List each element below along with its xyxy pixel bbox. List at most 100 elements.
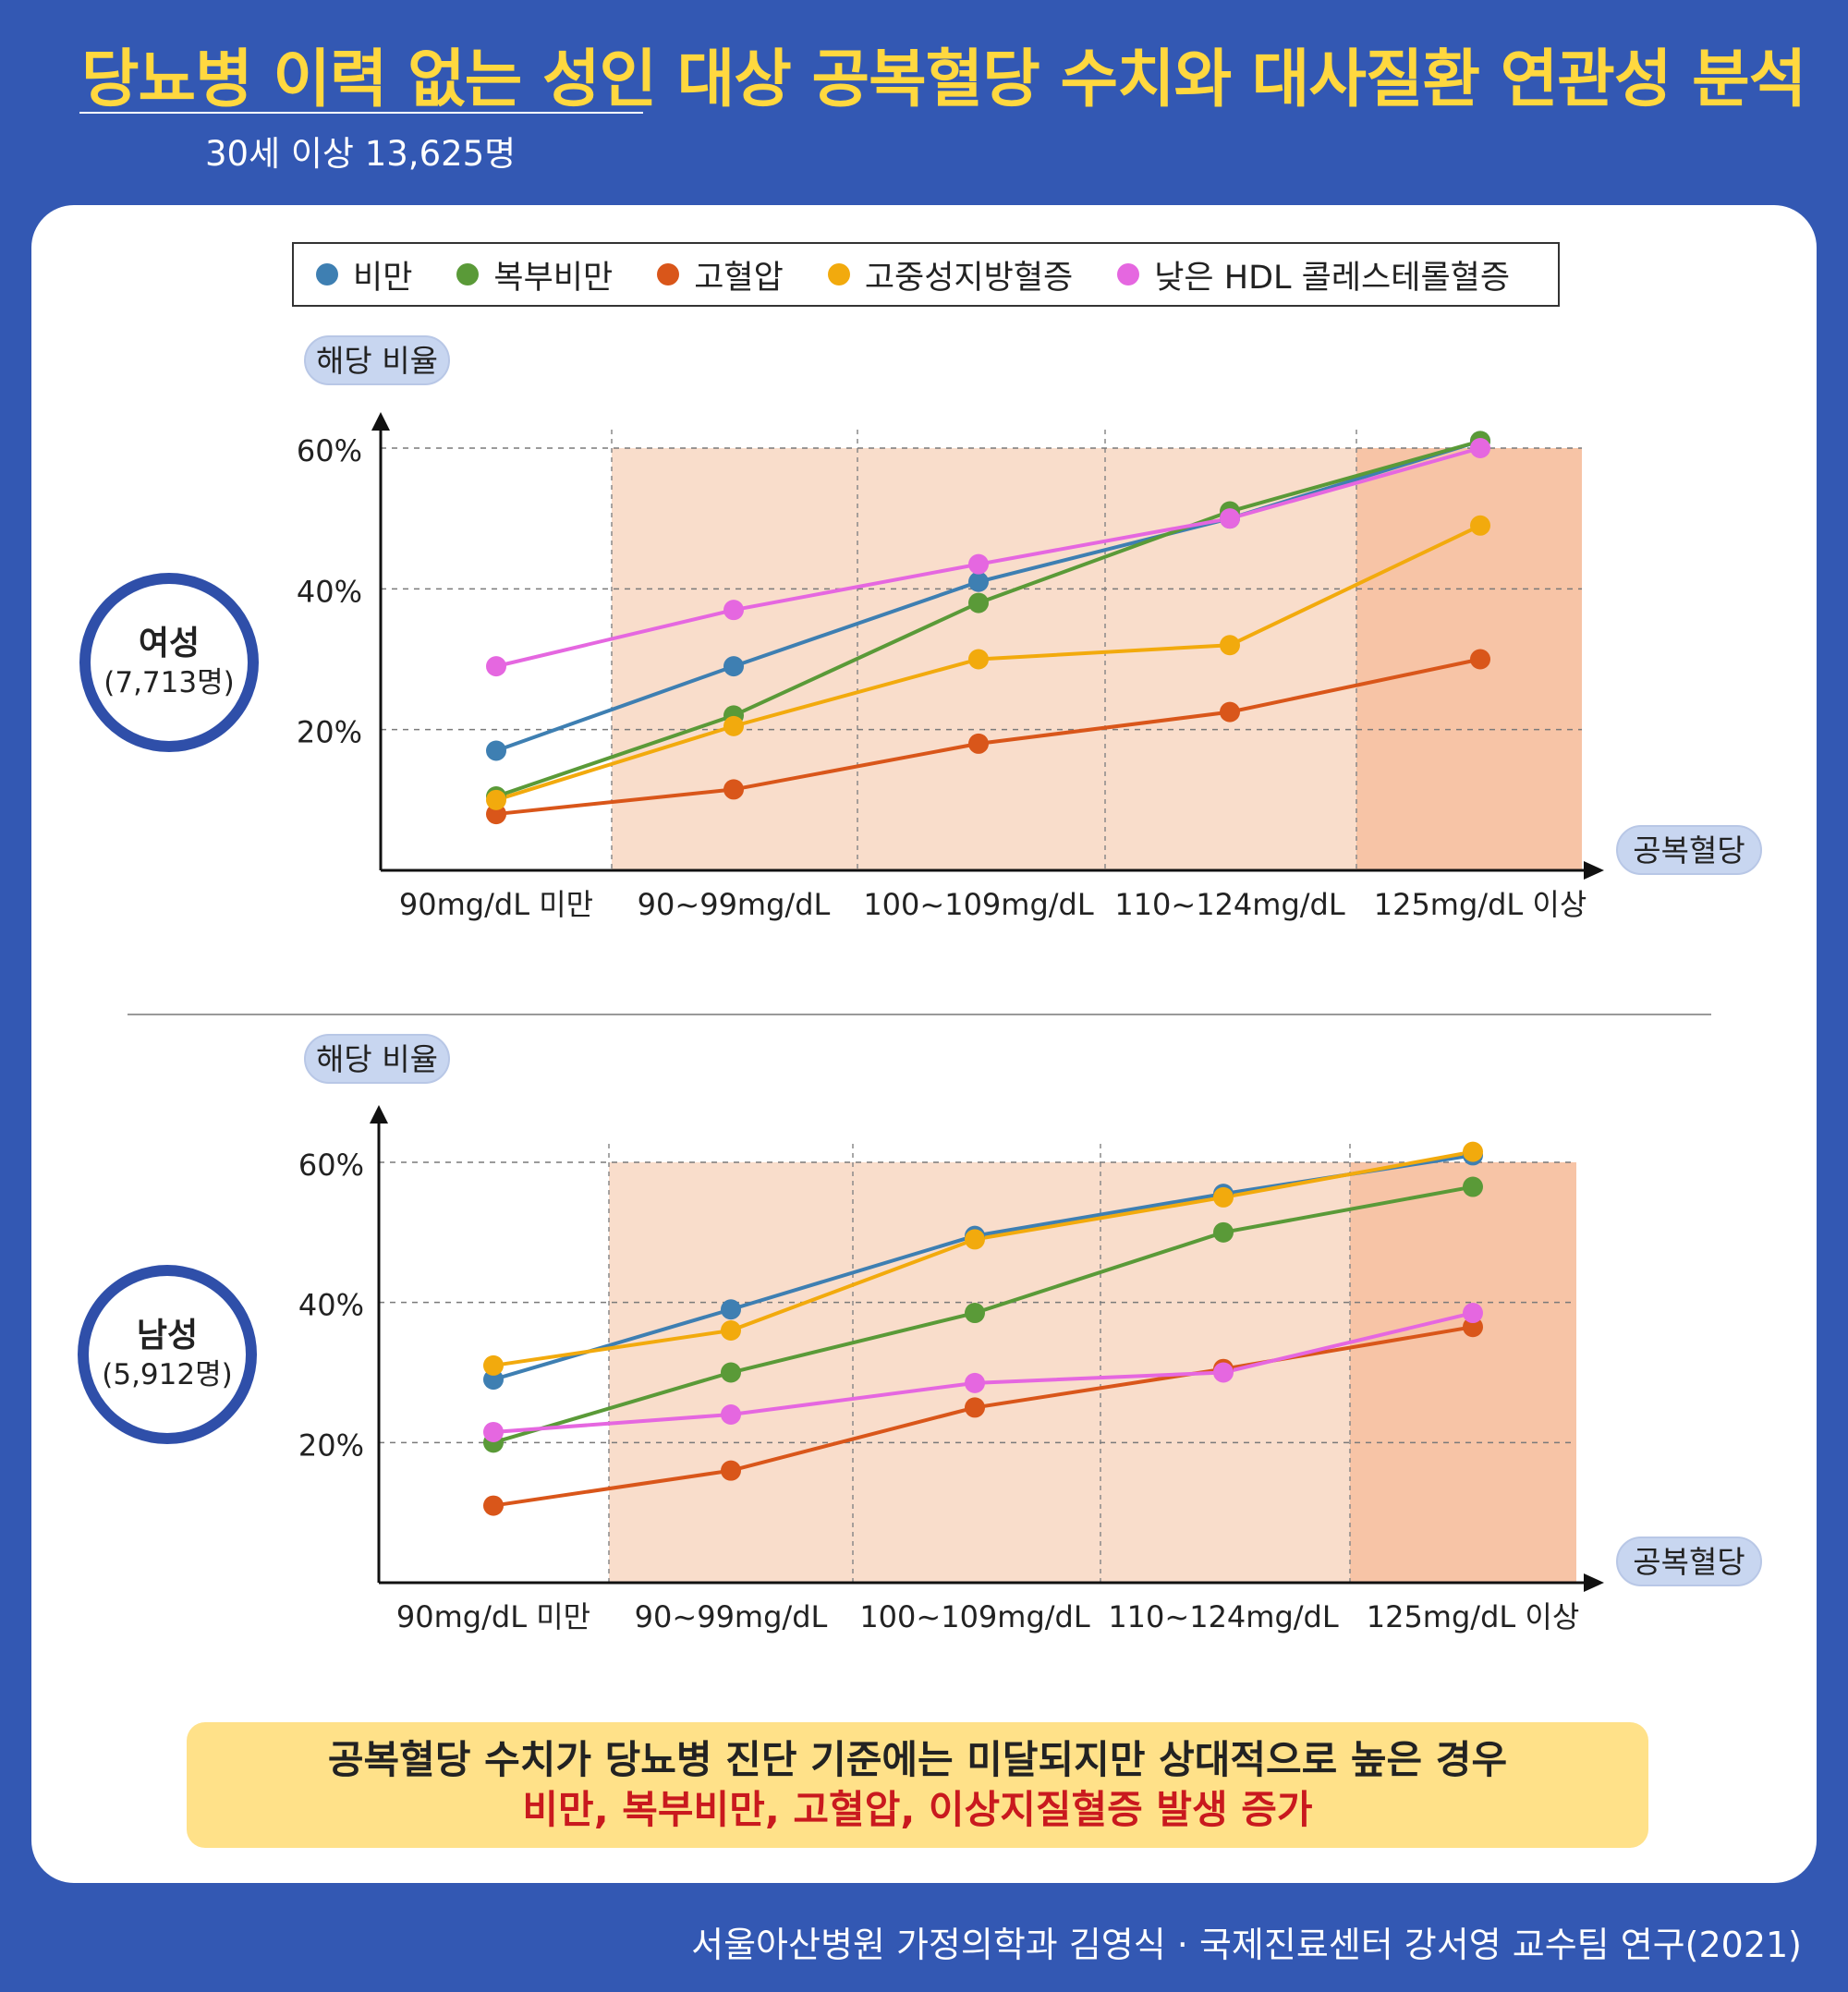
data-point bbox=[483, 1369, 504, 1391]
x-tick-label: 100~109mg/dL bbox=[863, 887, 1094, 922]
shaded-range-prediabetic bbox=[609, 1162, 1350, 1583]
data-point bbox=[483, 1495, 504, 1516]
data-point bbox=[1470, 649, 1490, 670]
data-point bbox=[723, 779, 744, 800]
data-point bbox=[1463, 1303, 1483, 1324]
data-point bbox=[721, 1460, 741, 1481]
legend-label: 비만 bbox=[353, 259, 413, 297]
group-badge-male: 남성 (5,912명) bbox=[78, 1265, 257, 1444]
shaded-range-diabetic bbox=[1356, 448, 1582, 870]
x-tick-label: 110~124mg/dL bbox=[1108, 1599, 1339, 1634]
data-point bbox=[1220, 701, 1240, 723]
data-point bbox=[721, 1320, 741, 1341]
x-tick-label: 125mg/dL 이상 bbox=[1374, 887, 1587, 922]
legend-label: 낮은 HDL 콜레스테롤혈증 bbox=[1154, 259, 1511, 297]
data-point bbox=[1213, 1186, 1234, 1208]
y-tick-label: 60% bbox=[298, 1148, 364, 1183]
data-point bbox=[723, 715, 744, 736]
y-tick-label: 40% bbox=[298, 1288, 364, 1323]
legend-dot-icon bbox=[1117, 263, 1140, 285]
legend-item-hypertriglyceridemia: 고중성지방혈증 bbox=[827, 251, 1074, 298]
x-axis-title: 공복혈당 bbox=[1633, 1544, 1745, 1580]
legend-item-obesity: 비만 bbox=[316, 251, 412, 298]
data-point bbox=[483, 1421, 504, 1442]
data-point bbox=[486, 740, 506, 761]
y-axis-arrow-icon bbox=[371, 412, 390, 431]
group-name: 여성 bbox=[138, 625, 201, 662]
conclusion-box: 공복혈당 수치가 당뇨병 진단 기준에는 미달되지만 상대적으로 높은 경우 비… bbox=[187, 1722, 1648, 1848]
group-badge-female: 여성 (7,713명) bbox=[79, 573, 259, 752]
legend-dot-icon bbox=[827, 263, 850, 285]
data-point bbox=[965, 1229, 985, 1250]
data-point bbox=[1470, 515, 1490, 536]
x-tick-label: 90mg/dL 미만 bbox=[399, 887, 593, 922]
data-point bbox=[1213, 1221, 1234, 1243]
x-tick-label: 90mg/dL 미만 bbox=[396, 1599, 590, 1634]
data-point bbox=[1220, 635, 1240, 656]
data-point bbox=[486, 656, 506, 677]
y-tick-label: 40% bbox=[297, 574, 362, 609]
x-tick-label: 100~109mg/dL bbox=[859, 1599, 1090, 1634]
y-axis-title: 해당 비율 bbox=[316, 343, 438, 379]
x-tick-label: 90~99mg/dL bbox=[635, 1599, 828, 1634]
data-point bbox=[723, 656, 744, 677]
x-axis-title-bg bbox=[1616, 825, 1762, 875]
source-credit: 서울아산병원 가정의학과 김영식 · 국제진료센터 강서영 교수팀 연구(202… bbox=[691, 1925, 1802, 1965]
page-subtitle: 30세 이상 13,625명 bbox=[205, 134, 517, 174]
legend-dot-icon bbox=[657, 263, 680, 285]
y-tick-label: 20% bbox=[297, 715, 362, 750]
y-axis-title-bg bbox=[304, 335, 450, 385]
y-tick-label: 60% bbox=[297, 433, 362, 468]
data-point bbox=[1463, 1141, 1483, 1162]
group-count: (7,713명) bbox=[103, 666, 235, 699]
legend-label: 고혈압 bbox=[694, 259, 784, 297]
x-tick-label: 90~99mg/dL bbox=[638, 887, 831, 922]
shaded-range-diabetic bbox=[1350, 1162, 1576, 1583]
y-axis-title-bg bbox=[304, 1034, 450, 1084]
data-point bbox=[1470, 438, 1490, 458]
legend-label: 복부비만 bbox=[493, 259, 614, 297]
chart-legend: 비만 복부비만 고혈압 고중성지방혈증 낮은 HDL 콜레스테롤혈증 bbox=[292, 242, 1560, 307]
data-point bbox=[965, 1303, 985, 1324]
data-point bbox=[723, 600, 744, 621]
group-count: (5,912명) bbox=[102, 1358, 233, 1391]
y-axis-title: 해당 비율 bbox=[316, 1041, 438, 1077]
data-point bbox=[968, 733, 989, 754]
data-point bbox=[1213, 1362, 1234, 1383]
data-point bbox=[483, 1354, 504, 1376]
x-axis-arrow-icon bbox=[1584, 861, 1604, 880]
conclusion-line-2: 비만, 복부비만, 고혈압, 이상지질혈증 발생 증가 bbox=[522, 1787, 1313, 1832]
data-point bbox=[965, 1372, 985, 1393]
data-point bbox=[968, 649, 989, 670]
data-point bbox=[721, 1299, 741, 1320]
x-tick-label: 125mg/dL 이상 bbox=[1367, 1599, 1580, 1634]
data-point bbox=[968, 553, 989, 575]
data-point bbox=[1463, 1176, 1483, 1197]
legend-item-hypertension: 고혈압 bbox=[657, 251, 784, 298]
section-divider bbox=[128, 1014, 1711, 1015]
data-point bbox=[965, 1397, 985, 1418]
conclusion-line-1: 공복혈당 수치가 당뇨병 진단 기준에는 미달되지만 상대적으로 높은 경우 bbox=[327, 1737, 1508, 1782]
legend-item-abdominal-obesity: 복부비만 bbox=[456, 251, 613, 298]
data-point bbox=[486, 789, 506, 810]
y-tick-label: 20% bbox=[298, 1427, 364, 1463]
legend-dot-icon bbox=[316, 263, 338, 285]
x-tick-label: 110~124mg/dL bbox=[1114, 887, 1345, 922]
y-axis-arrow-icon bbox=[370, 1105, 388, 1124]
data-point bbox=[721, 1404, 741, 1425]
legend-label: 고중성지방혈증 bbox=[864, 259, 1074, 297]
x-axis-title-bg bbox=[1616, 1537, 1762, 1586]
data-point bbox=[721, 1362, 741, 1383]
title-underline bbox=[79, 112, 643, 114]
data-point bbox=[486, 804, 506, 825]
group-name: 남성 bbox=[136, 1317, 199, 1354]
data-point bbox=[1220, 508, 1240, 529]
x-axis-arrow-icon bbox=[1584, 1573, 1604, 1592]
legend-dot-icon bbox=[456, 263, 480, 285]
legend-item-low-hdl: 낮은 HDL 콜레스테롤혈증 bbox=[1117, 251, 1510, 298]
data-point bbox=[968, 592, 989, 613]
page-title: 당뇨병 이력 없는 성인 대상 공복혈당 수치와 대사질환 연관성 분석 bbox=[81, 43, 1806, 116]
data-point bbox=[968, 571, 989, 592]
x-axis-title: 공복혈당 bbox=[1633, 832, 1745, 868]
